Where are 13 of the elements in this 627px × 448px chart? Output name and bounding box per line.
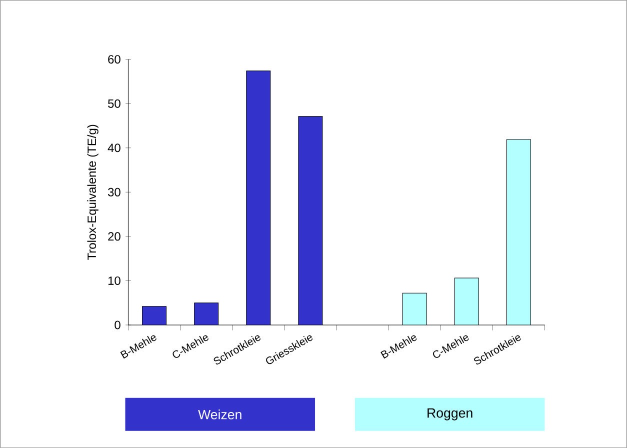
y-tick-label: 10 xyxy=(108,276,120,285)
bar xyxy=(402,292,427,325)
y-tick-label: 60 xyxy=(108,54,120,64)
bar xyxy=(454,278,479,325)
y-tick-label: 50 xyxy=(108,99,120,108)
y-tick-label: 30 xyxy=(108,188,120,196)
text: Weizen xyxy=(198,409,242,420)
y-tick-label: 40 xyxy=(108,144,120,152)
y-tick-label: 20 xyxy=(108,232,120,241)
y-axis-title: Trolox-Equivalente (TE/g) xyxy=(87,124,98,260)
y-tick-label: 0 xyxy=(114,320,120,330)
bar xyxy=(506,139,531,325)
text: Roggen xyxy=(428,408,472,420)
